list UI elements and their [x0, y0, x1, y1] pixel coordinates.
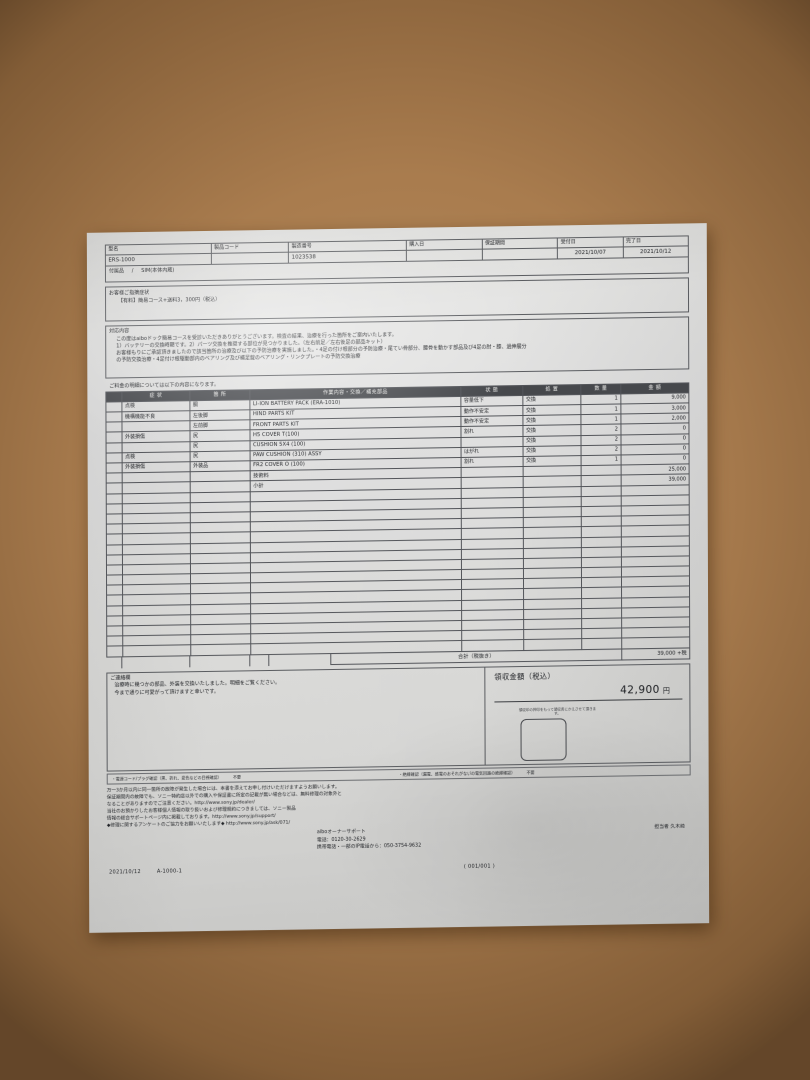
accessory-separator: /	[131, 268, 134, 275]
cell-quantity: 1	[580, 393, 621, 405]
cell-empty	[106, 615, 123, 627]
receipt-stamp-placeholder	[520, 718, 567, 762]
cell-empty	[106, 523, 123, 535]
cell-empty	[106, 503, 123, 515]
value-warranty-period	[481, 248, 558, 260]
value-reception-date: 2021/10/07	[557, 247, 624, 259]
detail-table: 症 状 箇 所 作業内容・交換／補充部品 状 態 処 置 数 量 金 額 点検胴…	[105, 383, 690, 657]
total-spacer-4	[249, 654, 269, 666]
cell-empty	[106, 636, 123, 647]
contact-details: aiboオーナーサポート 電話：0120-30-2629 携帯電話・一部のIP電…	[317, 828, 421, 852]
invoice-paper: 型名 製品コード 製造番号 購入日 保証期間 受付日 完了日 ERS-1000 …	[86, 223, 710, 933]
cell-mark	[106, 452, 123, 464]
receipt-currency: 円	[662, 686, 671, 695]
total-spacer-1	[106, 656, 122, 669]
footer-page-number: ( 001/001 )	[463, 863, 496, 870]
cell-mark	[105, 411, 122, 423]
symptom-block: お客様ご指摘症状 【有料】簡易コース+送料3，300円（税込）	[105, 277, 690, 322]
footer-date: 2021/10/12	[109, 868, 141, 876]
cell-quantity	[581, 465, 622, 477]
cell-quantity: 1	[581, 455, 622, 466]
check-item-power-cord: ・電源コード/プラグ確認（黒、折れ、変色などの目視確認） 不要	[112, 772, 399, 783]
bottom-section: ご連絡欄 治療時に幾つかの部品、外装を交換いたしました。明細をご覧ください。 今…	[106, 662, 691, 772]
document-footer: 2021/10/12 A-1000-1 ( 001/001 )	[107, 860, 691, 877]
cell-empty	[581, 516, 622, 527]
cell-mark	[106, 462, 123, 474]
cell-empty	[106, 564, 123, 576]
receipt-amount-box: 領収金額（税込） 42,900 円 領収印の押印をもって領収書にかえさせて頂きます…	[485, 662, 691, 766]
receipt-amount-value: 42,900	[620, 683, 660, 697]
receipt-stamp-note: 領収印の押印をもって領収書にかえさせて頂きます。	[518, 706, 597, 717]
contact-mobile: 携帯電話・一部のIP電話から：050-3754-9632	[316, 843, 422, 851]
cell-empty	[581, 597, 622, 609]
remark-block: ご連絡欄 治療時に幾つかの部品、外装を交換いたしました。明細をご覧ください。 今…	[106, 666, 486, 772]
cell-empty	[581, 526, 622, 538]
cell-mark	[105, 422, 123, 433]
footer-code: A-1000-1	[156, 868, 183, 875]
cell-quantity: 2	[580, 424, 621, 436]
cell-empty	[581, 495, 622, 507]
accessory-value: SIM(本体内蔵)	[141, 267, 175, 274]
cell-empty	[106, 585, 123, 596]
cell-quantity: 1	[580, 404, 621, 415]
cell-empty	[581, 505, 622, 517]
cell-empty	[106, 605, 123, 616]
cell-empty	[581, 638, 622, 650]
contact-person: 担当者 久木崎	[654, 824, 685, 831]
response-block: 対応内容 この度はaiboドック簡易コースを受診いただきありがとうございます。検…	[105, 316, 690, 380]
check-item-power-cord-label: ・電源コード/プラグ確認（黒、折れ、変色などの目視確認）	[111, 774, 222, 782]
cell-mark	[106, 432, 123, 443]
cell-empty	[106, 534, 123, 545]
receipt-amount-line: 42,900 円	[494, 683, 683, 703]
accessory-label: 付属品	[108, 268, 125, 275]
cell-empty	[106, 646, 123, 657]
total-spacer-5	[268, 653, 331, 666]
cell-empty	[581, 546, 622, 558]
cell-mark	[106, 442, 123, 453]
cell-mark	[106, 483, 123, 494]
invoice-document: 型名 製品コード 製造番号 購入日 保証期間 受付日 完了日 ERS-1000 …	[104, 235, 691, 877]
cell-mark	[105, 401, 122, 413]
check-item-power-cord-value: 不要	[232, 774, 242, 780]
cell-empty	[106, 513, 123, 525]
total-spacer-2	[121, 655, 190, 668]
cell-quantity: 2	[580, 434, 622, 446]
total-spacer-3	[189, 654, 250, 667]
total-amount: 39,000 +税	[621, 647, 690, 661]
cell-empty	[581, 567, 622, 578]
legal-text: 万一3か月以内に同一箇所の故障が発生した場合には、本書を添えてお申し付けいただけ…	[107, 778, 691, 830]
cell-empty	[106, 595, 123, 606]
cell-quantity	[581, 475, 622, 487]
invoice-paper-surface: 型名 製品コード 製造番号 購入日 保証期間 受付日 完了日 ERS-1000 …	[86, 223, 710, 933]
cell-empty	[581, 556, 622, 568]
cell-empty	[106, 493, 123, 504]
cell-empty	[106, 554, 123, 565]
cell-empty	[581, 536, 622, 548]
cell-empty	[106, 544, 123, 555]
cell-empty	[581, 618, 622, 629]
cell-empty	[581, 577, 622, 589]
check-item-insulation-label: ・絶縁確認（漏電、感電のおそれがない゙の電気回路の絶縁確認）	[398, 769, 516, 777]
fine-print-section: ・電源コード/プラグ確認（黒、折れ、変色などの目視確認） 不要 ・絶縁確認（漏電…	[106, 764, 691, 877]
cell-quantity: 2	[581, 444, 622, 456]
receipt-title: 領収金額（税込）	[494, 671, 556, 682]
value-completion-date: 2021/10/12	[622, 246, 689, 258]
detail-table-body: 点検胴 LI-ION BATTERY PACK (ERA-1010) 容量低下 交換 1…	[105, 392, 690, 657]
check-item-insulation: ・絶縁確認（漏電、感電のおそれがない゙の電気回路の絶縁確認） 不要	[399, 767, 686, 778]
header-mark	[105, 392, 122, 402]
check-item-insulation-value: 不要	[526, 769, 535, 775]
cell-empty	[581, 485, 622, 497]
cell-empty	[581, 587, 622, 599]
cell-quantity: 1	[580, 414, 621, 426]
cell-empty	[581, 607, 622, 619]
cell-empty	[106, 625, 123, 637]
cell-empty	[106, 574, 123, 586]
cell-empty	[581, 628, 622, 640]
cell-mark	[106, 473, 123, 484]
value-product-code	[211, 252, 289, 265]
value-purchase-date	[406, 249, 482, 262]
